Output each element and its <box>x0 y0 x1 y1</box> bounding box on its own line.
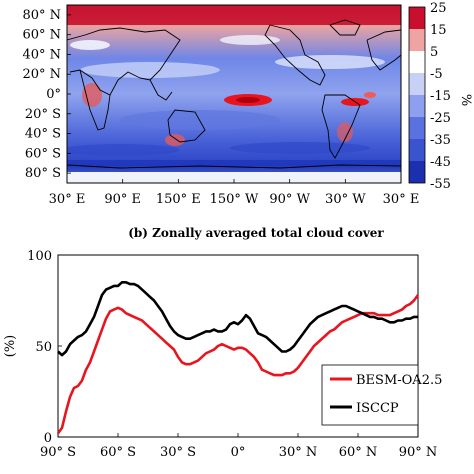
y-tick-label: 0 <box>44 431 52 446</box>
colorbar-tick-label: -45 <box>430 155 451 170</box>
colorbar-tick-label: 5 <box>430 45 438 60</box>
map-y-tick-label: 40° S <box>25 127 61 142</box>
map-x-tick-label: 90° E <box>104 192 141 207</box>
map-x-tick-label: 30° W <box>325 192 366 207</box>
colorbar-tick-label: 25 <box>430 1 447 16</box>
map-x-tick-label: 150° E <box>156 192 201 207</box>
x-tick-label: 60° N <box>339 445 378 460</box>
y-tick-label: 100 <box>27 249 52 264</box>
y-axis-label: (%) <box>3 335 18 358</box>
x-tick-label: 90° S <box>40 445 76 460</box>
line-plot-ticks: 100 50 090° S 60° S 30° S 0° 30° N 60° N 90° N <box>27 249 437 460</box>
map-y-tick-label: 40° N <box>22 47 61 62</box>
map-y-tick-label: 80° S <box>25 166 61 181</box>
line-plot-series <box>56 281 420 435</box>
series-line-isccp <box>57 281 418 357</box>
x-tick-label: 0° <box>231 445 246 460</box>
map-y-tick-label: 20° N <box>22 67 61 82</box>
legend-label-besm: BESM-OA2.5 <box>356 373 442 388</box>
colorbar-ticks: 25 15 5 -5 -15 -25 -35 -45 -55 <box>430 1 451 192</box>
colorbar-tick-label: -55 <box>430 177 451 192</box>
map-x-tick-label: 150° W <box>210 192 259 207</box>
x-tick-label: 30° S <box>160 445 196 460</box>
legend-box <box>321 364 419 426</box>
colorbar-unit-label: % <box>458 94 473 106</box>
map-y-tick-label: 60° N <box>22 28 61 43</box>
x-tick-label: 30° N <box>279 445 318 460</box>
map-y-tick-label: 20° S <box>25 107 61 122</box>
colorbar-tick-label: -5 <box>430 67 443 82</box>
colorbar-tick-label: -15 <box>430 89 451 104</box>
map-y-tick-label: 0° <box>46 87 61 102</box>
map-x-tick-label: 30° E <box>49 192 86 207</box>
colorbar <box>408 6 426 184</box>
colorbar-tick-label: -35 <box>430 133 451 148</box>
colorbar-tick-label: -25 <box>430 111 451 126</box>
x-tick-label: 90° N <box>399 445 438 460</box>
map-x-tick-label: 30° E <box>383 192 420 207</box>
legend: BESM-OA2.5 ISCCP <box>321 364 442 426</box>
x-tick-label: 60° S <box>100 445 136 460</box>
map-y-tick-label: 60° S <box>25 146 61 161</box>
panel-b-title: (b) Zonally averaged total cloud cover <box>128 226 384 240</box>
y-tick-label: 50 <box>35 340 52 355</box>
legend-label-isccp: ISCCP <box>356 401 399 416</box>
cloud-cover-difference-map <box>67 5 401 183</box>
series-line-besm-oa2-5 <box>56 294 420 435</box>
map-x-axis: 30° E 90° E 150° E 150° W 90° W 30° W 30° E <box>49 179 420 207</box>
map-y-tick-label: 80° N <box>22 8 61 23</box>
map-x-tick-label: 90° W <box>269 192 310 207</box>
map-y-axis: 80° N 60° N 40° N 20° N 0° 20° S 40° S 60° S 80°… <box>22 8 71 181</box>
colorbar-tick-label: 15 <box>430 23 447 38</box>
